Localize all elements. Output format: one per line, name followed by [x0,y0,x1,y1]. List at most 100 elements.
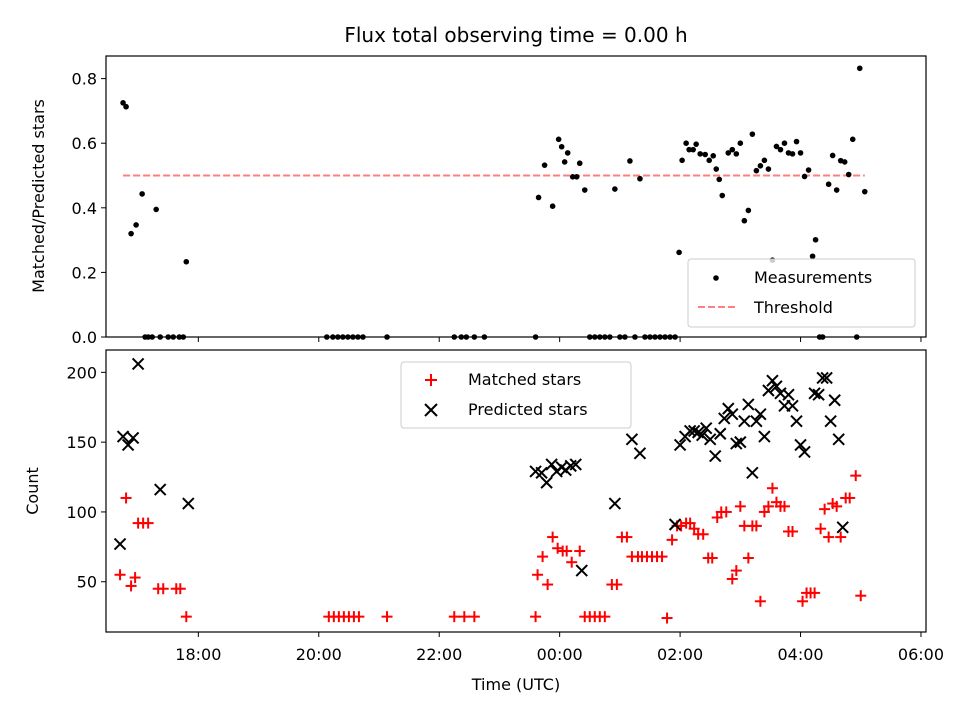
matched-star-point [766,482,778,494]
top-y-ticks: 0.0 0.2 0.4 0.6 0.8 [72,70,106,347]
measurement-point [183,258,190,265]
predicted-star-point [820,371,833,385]
measurement-point [702,151,708,158]
matched-star-point [835,531,847,543]
x-tick-label: 06:00 [898,645,944,664]
measurement-point [753,167,760,174]
top-x-ticks [197,337,922,342]
measurement-point [829,152,836,159]
x-tick-label: 00:00 [537,645,583,664]
predicted-star-point [770,380,783,393]
bottom-y-ticks: 50 100 150 200 [66,363,106,592]
predicted-star-point [824,414,837,428]
measurement-point [789,151,796,157]
predicted-star-point [754,408,767,421]
measurement-point [856,65,863,72]
measurement-point [561,159,568,165]
bottom-axes-frame [105,349,927,633]
measurement-point [679,157,685,164]
chart-title: Flux total observing time = 0.00 h [344,23,687,47]
matched-star-point [552,542,564,554]
matched-star-point [174,583,186,595]
predicted-star-point [782,388,795,401]
matched-star-point [114,569,126,581]
matched-star-point [574,545,586,557]
x-tick-label: 04:00 [777,645,823,664]
legend-measurements-label: Measurements [754,268,872,287]
measurement-point [120,100,126,106]
matched-star-point [787,525,799,537]
matched-star-point [711,512,723,524]
top-legend-box [687,258,916,328]
bottom-y-tick-label: 50 [77,573,97,592]
bottom-y-tick-label: 100 [66,503,97,522]
predicted-star-point [750,414,763,428]
top-y-tick-label: 0.8 [72,70,97,89]
matched-star-point [530,611,542,623]
predicted-star-point [794,438,807,452]
matched-star-point [448,611,460,623]
bottom-panel: 50 100 150 200 18:00 20:00 22:00 00:00 02:00 04:… [23,349,944,694]
measurement-point [833,187,840,193]
top-y-tick-label: 0.4 [72,199,97,218]
x-axis-label: Time (UTC) [471,675,560,694]
matched-star-point [730,565,742,577]
predicted-star-point [673,438,687,452]
measurement-point [725,150,732,156]
matched-star-point [353,611,365,623]
matched-star-point [381,611,393,623]
matched-star-point [532,569,544,581]
matched-star-point [458,611,470,623]
predicted-star-point [730,437,743,450]
matched-star-point [129,572,141,584]
measurement-point [777,146,784,153]
matched-star-point [684,517,696,529]
measurement-point [569,173,576,180]
matched-star-point [142,517,154,529]
predicted-star-point [718,412,731,425]
measurement-point [693,141,699,147]
predicted-star-point [816,371,829,385]
predicted-star-point [790,414,803,428]
predicted-star-point [575,564,588,577]
measurement-point [841,159,848,165]
predicted-star-point [742,398,755,411]
top-y-tick-label: 0.2 [72,263,97,282]
measurement-point [710,153,717,159]
measurement-point [825,181,832,188]
x-tick-label: 20:00 [296,645,342,664]
measurement-point [801,173,808,180]
matched-star-point [157,583,169,595]
measurement-point [697,151,703,157]
matched-star-point [706,552,718,564]
matched-star-point [697,528,709,540]
predicted-star-point [126,431,140,445]
top-y-axis-label: Matched/Predicted stars [29,99,48,293]
bottom-y-tick-label: 150 [66,433,97,452]
predicted-star-point [633,447,647,460]
matched-star-point [599,611,611,623]
top-y-tick-label: 0.6 [72,134,97,153]
predicted-star-point [153,483,167,496]
measurement-point [761,157,768,164]
matched-star-point [468,611,480,623]
matched-star-point [125,580,137,592]
matched-star-point [666,534,678,546]
matched-star-point [850,470,862,482]
measurement-point [793,138,800,145]
predicted-star-point [121,438,135,452]
predicted-star-point [738,414,751,428]
predicted-star-point [762,384,775,397]
measurement-point [153,206,159,213]
measurement-point [741,217,748,224]
matched-star-point [823,531,835,543]
bottom-marks [113,357,867,624]
matched-star-point [778,500,790,512]
predicted-star-point [699,421,713,435]
measurement-point [627,158,633,164]
predicted-star-point [734,435,747,449]
matched-star-point [844,492,856,504]
predicted-star-point [131,357,145,371]
bottom-legend: Matched stars Predicted stars [400,361,632,429]
predicted-star-point [714,427,727,440]
